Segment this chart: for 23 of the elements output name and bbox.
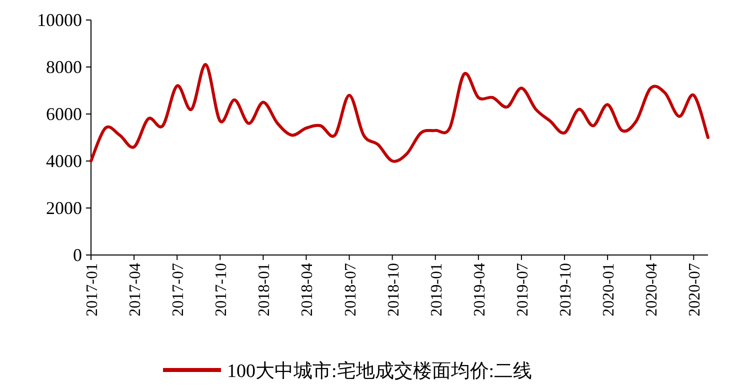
- x-tick-label: 2018-04: [299, 263, 316, 316]
- x-tick-label: 2018-01: [256, 263, 274, 316]
- x-tick-label: 2019-10: [558, 263, 575, 316]
- x-tick-label: 2019-07: [514, 263, 532, 316]
- x-tick-label: 2017-10: [213, 263, 230, 316]
- x-tick-label: 2017-01: [84, 263, 101, 316]
- x-tick-label: 2017-07: [170, 263, 188, 316]
- x-tick-label: 2017-04: [127, 263, 144, 316]
- line-series: [90, 63, 710, 162]
- legend-label: 100大中城市:宅地成交楼面均价:二线: [227, 360, 532, 382]
- y-tick-label: 8000: [46, 57, 82, 77]
- y-tick-label: 10000: [37, 10, 82, 30]
- y-tick-label: 2000: [46, 198, 82, 218]
- y-tick-label: 6000: [46, 104, 82, 124]
- y-tick-label: 0: [73, 245, 82, 265]
- x-tick-label: 2020-01: [600, 263, 618, 316]
- x-tick-label: 2020-04: [644, 263, 661, 316]
- x-tick-label: 2018-07: [342, 263, 360, 316]
- x-tick-label: 2019-04: [471, 263, 488, 316]
- x-tick-label: 2020-07: [686, 263, 704, 316]
- x-tick-label: 2018-10: [385, 263, 402, 316]
- x-tick-label: 2019-01: [428, 263, 446, 316]
- y-tick-label: 4000: [46, 151, 82, 171]
